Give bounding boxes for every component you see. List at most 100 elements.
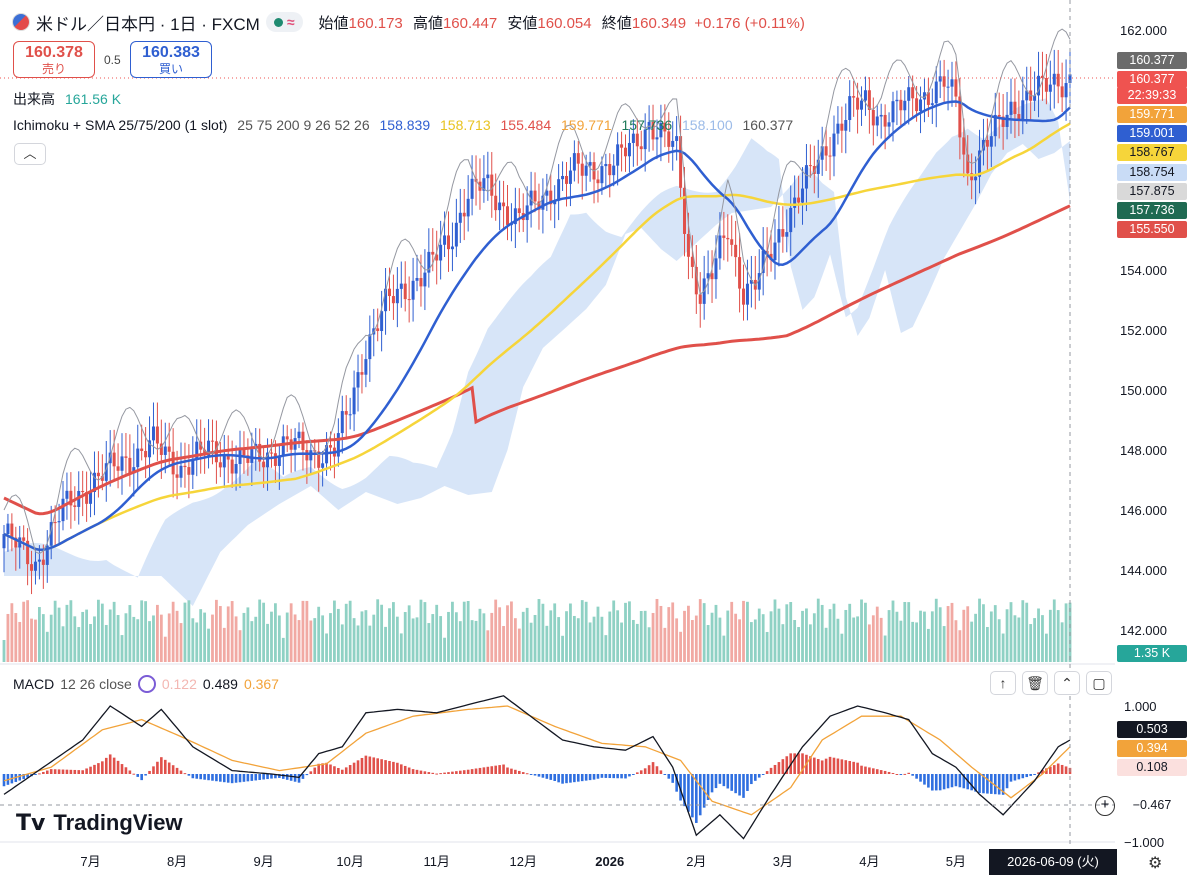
market-status-pill[interactable]: ≈ xyxy=(265,12,303,32)
volume-bar xyxy=(978,598,981,662)
volume-bar xyxy=(415,617,419,662)
candle-body xyxy=(230,459,234,474)
spread-value: 0.5 xyxy=(104,53,121,67)
candle-body xyxy=(112,452,116,467)
candle-body xyxy=(128,457,132,474)
macd-histogram-bar xyxy=(730,774,734,791)
volume-bar xyxy=(211,614,214,662)
candle-body xyxy=(281,436,285,457)
candle-body xyxy=(793,197,797,208)
volume-bar xyxy=(985,626,989,662)
macd-histogram-bar xyxy=(364,755,368,774)
maximize-pane-icon[interactable]: ▢ xyxy=(1086,671,1112,695)
candle-body xyxy=(568,170,572,184)
candle-body xyxy=(804,165,808,189)
candle-body xyxy=(836,123,840,134)
macd-histogram-bar xyxy=(1017,774,1021,780)
macd-histogram-bar xyxy=(962,774,966,789)
macd-histogram-bar xyxy=(120,764,124,774)
symbol-header: 米ドル／日本円 · 1日 · FXCM ≈ 始値160.173 高値160.44… xyxy=(12,10,805,34)
volume-bar xyxy=(828,609,832,662)
volume-bar xyxy=(435,604,439,662)
volume-bar xyxy=(1013,615,1017,662)
candle-body xyxy=(722,235,726,238)
buy-button[interactable]: 160.383 買い xyxy=(130,41,212,78)
macd-histogram-bar xyxy=(344,767,348,774)
macd-histogram-bar xyxy=(156,761,159,774)
macd-histogram-bar xyxy=(470,769,474,774)
candle-body xyxy=(171,451,175,475)
macd-histogram-bar xyxy=(38,773,41,775)
volume-bar xyxy=(53,600,57,662)
candle-body xyxy=(942,76,946,87)
low-label: 安値 xyxy=(507,14,538,32)
candle-body xyxy=(844,120,848,131)
volume-bar xyxy=(285,612,289,662)
macd-histogram-bar xyxy=(191,774,195,779)
volume-bar xyxy=(399,633,403,662)
macd-histogram-bar xyxy=(529,774,533,775)
candle-body xyxy=(148,440,152,458)
volume-bar xyxy=(85,609,89,662)
indicator-params: 25 75 200 9 26 52 26 xyxy=(237,117,370,133)
volume-bar xyxy=(836,618,840,662)
candle-body xyxy=(879,114,883,117)
volume-bar xyxy=(258,599,262,662)
macd-histogram-bar xyxy=(663,774,667,775)
volume-bar xyxy=(10,603,14,662)
move-up-icon[interactable]: ↑ xyxy=(990,671,1016,695)
macd-histogram-bar xyxy=(34,774,37,775)
volume-bar xyxy=(746,601,749,662)
add-alert-icon[interactable]: + xyxy=(1095,796,1115,816)
candle-body xyxy=(431,251,435,255)
candle-body xyxy=(915,98,919,112)
collapse-legend-button[interactable]: ︿ xyxy=(14,143,46,165)
macd-histogram-bar xyxy=(840,759,844,774)
symbol-title[interactable]: 米ドル／日本円 · 1日 · FXCM xyxy=(36,14,260,34)
macd-histogram-bar xyxy=(883,770,887,774)
macd-histogram-bar xyxy=(407,767,411,774)
time-axis[interactable]: 7月 8月 9月 10月 11月 12月 2026 2月 3月 4月 5月 xyxy=(80,854,966,869)
macd-histogram-bar xyxy=(250,774,254,781)
crosshair-date-badge: 2026-06-09 (火) xyxy=(989,849,1117,875)
macd-histogram-bar xyxy=(970,774,973,791)
price-tick-label: 152.000 xyxy=(1120,323,1167,338)
price-tick-label: 148.000 xyxy=(1120,443,1167,458)
sma-25-line xyxy=(3,100,1071,551)
candle-body xyxy=(655,137,659,140)
candle-body xyxy=(1064,83,1068,98)
price-badge: 160.377 xyxy=(1117,71,1187,88)
candle-body xyxy=(100,476,104,481)
candle-body xyxy=(761,250,765,274)
volume-bar xyxy=(171,601,175,662)
candle-body xyxy=(513,208,517,225)
sell-button[interactable]: 160.378 売り xyxy=(13,41,95,78)
sync-icon[interactable] xyxy=(137,675,156,693)
macd-histogram-bar xyxy=(403,765,407,774)
volume-bar xyxy=(911,621,915,662)
settings-gear-icon[interactable]: ⚙ xyxy=(1148,855,1163,872)
volume-bar xyxy=(970,621,974,662)
volume-bar xyxy=(887,610,891,662)
volume-bar xyxy=(663,627,667,662)
delete-icon[interactable]: 🗑 xyxy=(1022,671,1048,695)
macd-histogram-bar xyxy=(580,774,584,782)
macd-histogram-bar xyxy=(801,753,804,774)
candle-body xyxy=(222,454,226,468)
indicator-legend[interactable]: Ichimoku + SMA 25/75/200 (1 slot) 25 75 … xyxy=(13,117,799,133)
macd-histogram-bar xyxy=(718,774,722,784)
candle-body xyxy=(993,114,997,137)
macd-legend[interactable]: MACD 12 26 close 0.122 0.489 0.367 xyxy=(13,675,279,693)
volume-bar xyxy=(270,611,273,662)
volume-legend[interactable]: 出来高 161.56 K xyxy=(13,89,121,109)
volume-bar xyxy=(136,619,140,662)
collapse-pane-icon[interactable]: ⌃ xyxy=(1054,671,1080,695)
candle-body xyxy=(919,99,923,112)
macd-histogram-bar xyxy=(42,771,45,774)
candle-body xyxy=(981,139,985,151)
candle-body xyxy=(742,288,746,305)
candle-body xyxy=(974,176,978,181)
candle-body xyxy=(89,491,93,504)
candle-body xyxy=(958,96,962,138)
